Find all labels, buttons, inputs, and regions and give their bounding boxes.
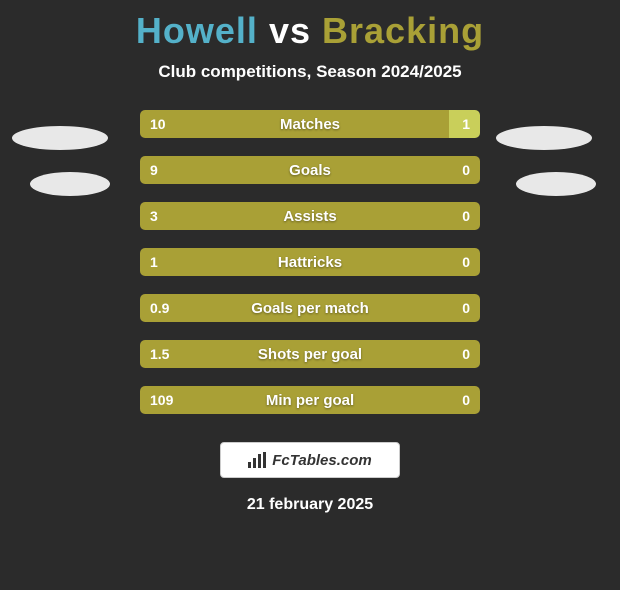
decorative-ellipse: [496, 126, 592, 150]
stat-bar-player1: [140, 156, 480, 184]
bars-icon: [248, 452, 266, 468]
title-player2: Bracking: [322, 10, 484, 51]
stats-container: Matches101 Goals90 Assists30 Hattricks10 Goa…: [140, 110, 480, 414]
title-player1: Howell: [136, 10, 258, 51]
stat-row: Matches101: [140, 110, 480, 138]
decorative-ellipse: [12, 126, 108, 150]
stat-bar-player1: [140, 110, 449, 138]
stat-bar-player2: [449, 110, 480, 138]
source-badge[interactable]: FcTables.com: [220, 442, 400, 478]
stat-row: Goals per match0.90: [140, 294, 480, 322]
stat-bar-player1: [140, 202, 480, 230]
title-vs: vs: [269, 10, 311, 51]
stat-row: Assists30: [140, 202, 480, 230]
page-title: Howell vs Bracking: [0, 10, 620, 52]
stat-row: Hattricks10: [140, 248, 480, 276]
decorative-ellipse: [30, 172, 110, 196]
stat-bar-player1: [140, 386, 480, 414]
source-badge-text: FcTables.com: [272, 452, 371, 469]
stat-bar-player1: [140, 248, 480, 276]
stat-row: Shots per goal1.50: [140, 340, 480, 368]
subtitle: Club competitions, Season 2024/2025: [0, 62, 620, 82]
stat-bar-player1: [140, 340, 480, 368]
chart-area: Matches101 Goals90 Assists30 Hattricks10 Goa…: [0, 110, 620, 414]
date: 21 february 2025: [0, 496, 620, 514]
stat-bar-player1: [140, 294, 480, 322]
decorative-ellipse: [516, 172, 596, 196]
stat-row: Min per goal1090: [140, 386, 480, 414]
stat-row: Goals90: [140, 156, 480, 184]
